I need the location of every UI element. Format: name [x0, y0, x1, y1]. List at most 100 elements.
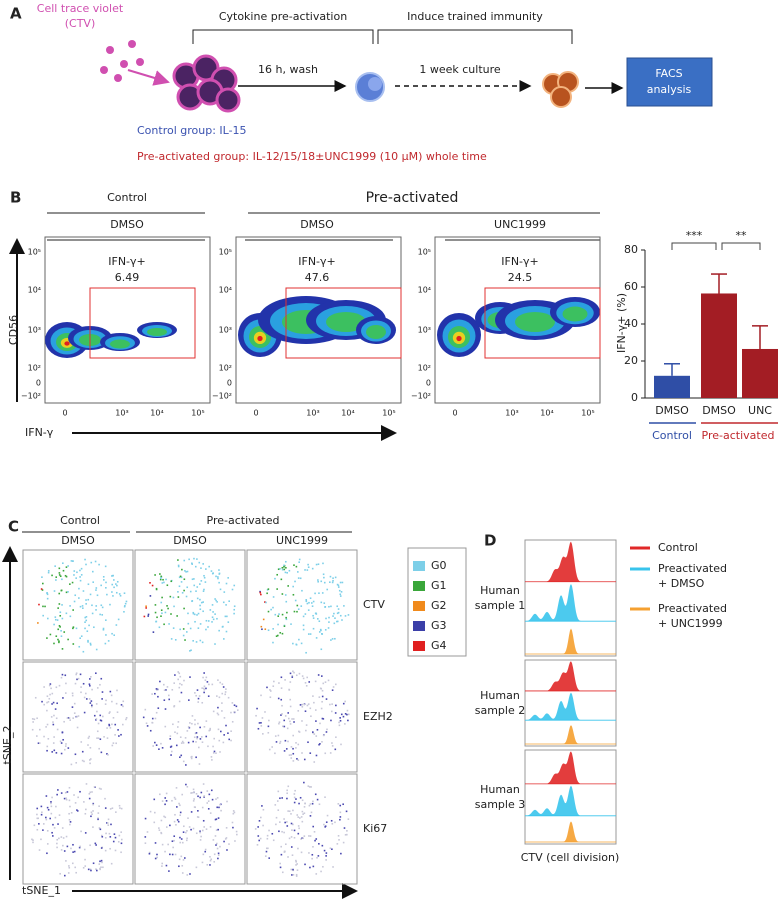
- cell-dot: [301, 837, 304, 839]
- cell-dot: [58, 567, 61, 570]
- cell-dot: [190, 811, 193, 813]
- cell-dot: [271, 746, 273, 748]
- cell-dot: [176, 726, 179, 728]
- cell-dot: [68, 799, 71, 802]
- cell-dot: [172, 596, 175, 599]
- sample-label: Human: [480, 584, 520, 597]
- legend-swatch: [413, 581, 425, 591]
- cell-dot: [292, 752, 295, 755]
- cell-dot: [326, 814, 329, 817]
- y-tick-label: 10⁵: [219, 248, 232, 257]
- cell-dot: [283, 625, 286, 628]
- cell-dot: [283, 564, 285, 567]
- cell-dot: [224, 838, 227, 840]
- cell-dot: [78, 846, 81, 849]
- cell-dot: [73, 850, 76, 853]
- cell-dot: [267, 610, 270, 613]
- cell-dot: [281, 830, 283, 833]
- cell-dot: [318, 631, 321, 633]
- cell-dot: [118, 804, 121, 807]
- cell-dot: [318, 842, 320, 845]
- cell-dot: [85, 603, 87, 605]
- cell-dot: [338, 724, 341, 727]
- cell-dot: [112, 595, 114, 597]
- cell-dot: [46, 701, 48, 704]
- cell-dot: [278, 830, 280, 833]
- cell-dot: [160, 601, 163, 604]
- cell-dot: [212, 572, 214, 574]
- cell-dot: [274, 804, 277, 806]
- cell-dot: [123, 610, 125, 613]
- cell-dot: [179, 836, 181, 839]
- cell-dot: [106, 737, 109, 739]
- cell-dot: [153, 821, 156, 824]
- cell-dot: [291, 675, 294, 677]
- cell-dot: [62, 738, 64, 741]
- legend-label: + UNC1999: [658, 617, 723, 630]
- cell-dot: [259, 591, 262, 594]
- y-tick-label: 10⁴: [28, 286, 41, 295]
- cell-dot: [331, 689, 334, 691]
- cell-dot: [199, 598, 201, 601]
- cell-dot: [91, 705, 93, 708]
- cell-dot: [304, 710, 307, 713]
- cell-dot: [283, 725, 286, 728]
- cell-dot: [42, 605, 44, 608]
- cell-dot: [322, 865, 324, 868]
- gate-label: IFN-γ+: [501, 255, 539, 268]
- cell-dot: [274, 577, 276, 580]
- cell-dot: [213, 853, 216, 856]
- cell-dot: [62, 837, 65, 839]
- x-tick-label: 0: [452, 409, 457, 418]
- cell-dot: [216, 842, 218, 845]
- cell-dot: [110, 694, 113, 697]
- histogram: [525, 821, 615, 842]
- cell-dot: [271, 832, 274, 835]
- cell-dot: [146, 831, 149, 833]
- cell-dot: [300, 816, 303, 818]
- cell-dot: [100, 847, 103, 849]
- cell-dot: [196, 689, 199, 691]
- cell-dot: [311, 605, 314, 607]
- cell-dot: [120, 807, 123, 810]
- cell-dot: [312, 865, 315, 868]
- stage-label: Induce trained immunity: [407, 10, 543, 23]
- cell-dot: [171, 840, 174, 843]
- cell-dot: [47, 570, 50, 572]
- cell-dot: [214, 643, 216, 645]
- cell-dot: [60, 836, 63, 838]
- cell-dot: [74, 866, 77, 869]
- cell-dot: [218, 581, 220, 584]
- cell-dot: [323, 581, 326, 584]
- cell-dot: [156, 688, 159, 691]
- cell-dot: [337, 608, 340, 610]
- cell-dot: [272, 596, 275, 598]
- cell-dot: [55, 576, 58, 578]
- cell-dot: [161, 800, 164, 802]
- cell-dot: [200, 791, 203, 794]
- cell-dot: [42, 823, 45, 825]
- cell-dot: [296, 610, 298, 613]
- cell-dot: [169, 595, 172, 598]
- cell-dot: [91, 612, 94, 615]
- cell-dot: [288, 837, 291, 840]
- cell-dot: [321, 689, 324, 692]
- cell-dot: [76, 726, 79, 729]
- x-tick-label: 10³: [115, 409, 128, 418]
- cell-dot: [51, 692, 54, 695]
- cell-dot: [60, 792, 63, 794]
- cell-dot: [179, 675, 182, 678]
- cell-dot: [329, 752, 332, 754]
- cell-dot: [95, 868, 97, 870]
- cell-dot: [181, 841, 184, 844]
- cell-dot: [163, 815, 165, 818]
- cell-dot: [78, 587, 80, 590]
- cell-dot: [269, 696, 272, 699]
- readout-box: [626, 57, 713, 107]
- significance-label: ***: [686, 229, 703, 242]
- cell-dot: [305, 685, 308, 687]
- cell-dot: [174, 731, 176, 734]
- cell-dot: [191, 563, 193, 565]
- cell-dot: [324, 796, 326, 798]
- cell-dot: [58, 640, 60, 643]
